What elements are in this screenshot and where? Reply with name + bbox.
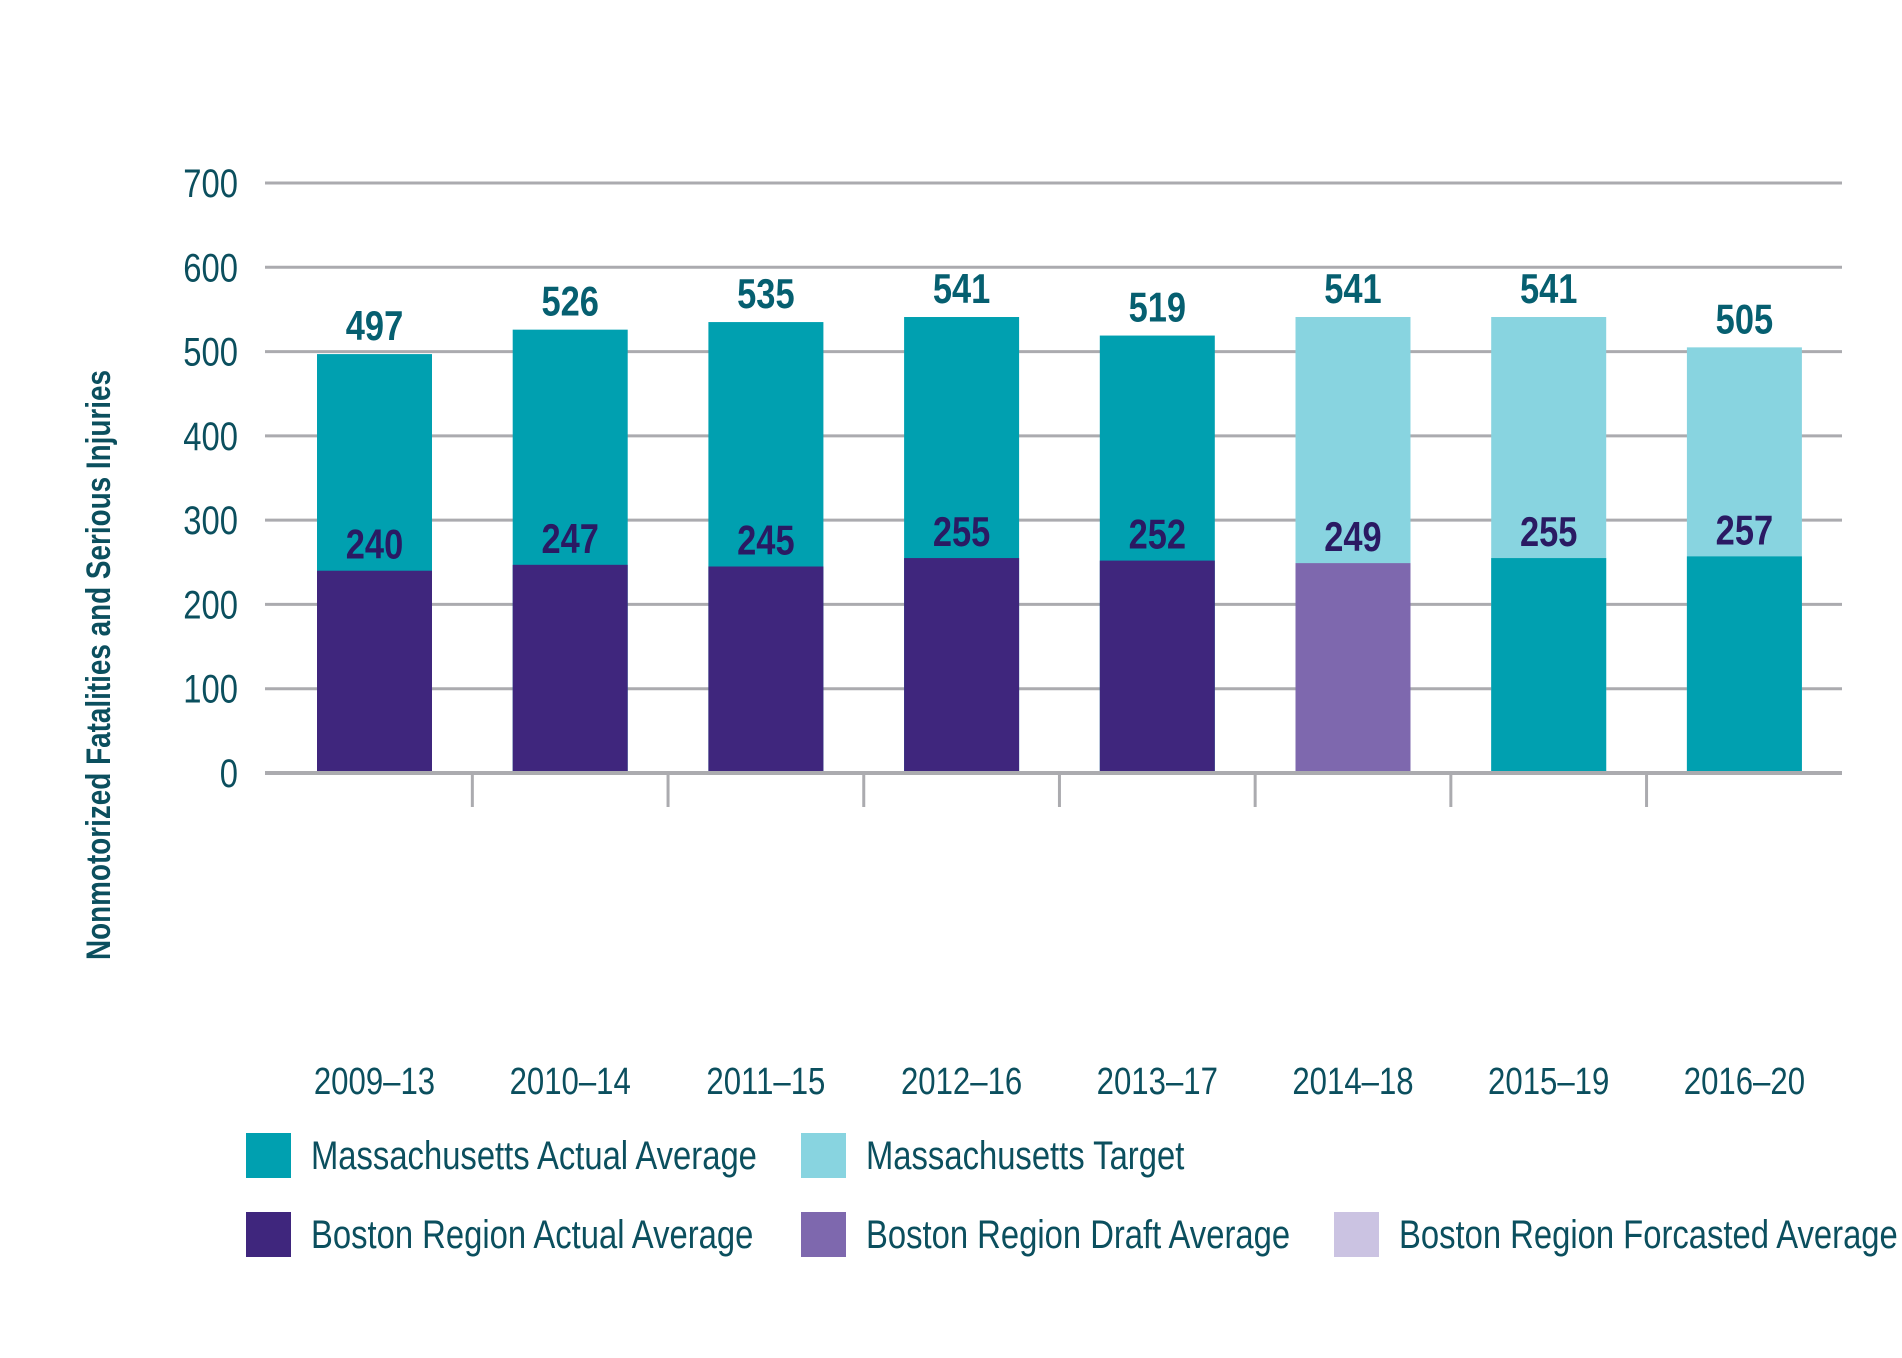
y-axis-label: Nonmotorized Fatalities and Serious Inju… bbox=[79, 370, 117, 960]
y-tick-label: 600 bbox=[183, 245, 238, 290]
y-axis-ticks: 0 100 200 300 400 500 600 700 bbox=[183, 161, 238, 796]
data-label-boston-region: 255 bbox=[1520, 509, 1577, 556]
legend-label: Massachusetts Actual Average bbox=[311, 1133, 757, 1178]
data-label-boston-region: 249 bbox=[1324, 514, 1381, 561]
y-tick-label: 200 bbox=[183, 582, 238, 627]
x-tick-label: 2016–20 bbox=[1684, 1061, 1805, 1103]
x-tick-label: 2014–18 bbox=[1292, 1061, 1413, 1103]
x-tick-label: 2012–16 bbox=[901, 1061, 1022, 1103]
data-label-boston-region: 240 bbox=[346, 522, 403, 569]
bar-boston-region-2010–14 bbox=[512, 564, 628, 773]
legend-label: Massachusetts Target bbox=[866, 1133, 1184, 1178]
bar-boston-region-2015–19 bbox=[1491, 558, 1607, 773]
x-axis: 2009–13 2010–14 2011–15 2012–16 2013–17 2014–… bbox=[265, 771, 1842, 1103]
data-label-boston-region: 257 bbox=[1716, 507, 1773, 554]
y-tick-label: 500 bbox=[183, 329, 238, 374]
data-label-boston-region: 252 bbox=[1129, 511, 1186, 558]
y-tick-label: 300 bbox=[183, 498, 238, 543]
data-label-massachusetts: 535 bbox=[737, 271, 794, 318]
legend-swatch bbox=[801, 1133, 846, 1178]
x-tick-label: 2009–13 bbox=[314, 1061, 435, 1103]
y-tick-label: 100 bbox=[183, 667, 238, 712]
bar-boston-region-2013–17 bbox=[1099, 560, 1215, 773]
data-label-massachusetts: 541 bbox=[1520, 266, 1577, 313]
x-tick-label: 2013–17 bbox=[1097, 1061, 1218, 1103]
legend-label: Boston Region Draft Average bbox=[866, 1212, 1290, 1257]
legend-swatch bbox=[246, 1133, 291, 1178]
x-tick-label: 2015–19 bbox=[1488, 1061, 1609, 1103]
y-tick-label: 400 bbox=[183, 414, 238, 459]
legend-swatch bbox=[801, 1212, 846, 1257]
legend-label: Boston Region Forcasted Average bbox=[1399, 1212, 1898, 1257]
legend-swatch bbox=[246, 1212, 291, 1257]
legend-swatch bbox=[1334, 1212, 1379, 1257]
bar-boston-region-2014–18 bbox=[1295, 563, 1411, 773]
data-label-massachusetts: 541 bbox=[933, 266, 990, 313]
bar-boston-region-2012–16 bbox=[904, 558, 1020, 773]
data-label-boston-region: 247 bbox=[541, 516, 598, 563]
bar-boston-region-2009–13 bbox=[317, 570, 432, 773]
data-label-massachusetts: 505 bbox=[1716, 296, 1773, 343]
x-tick-label: 2010–14 bbox=[510, 1061, 631, 1103]
y-tick-label: 700 bbox=[183, 161, 238, 206]
data-label-boston-region: 255 bbox=[933, 509, 990, 556]
bar-boston-region-2016–20 bbox=[1686, 556, 1802, 773]
x-tick-label: 2011–15 bbox=[706, 1061, 825, 1103]
bar-boston-region-2011–15 bbox=[708, 566, 824, 773]
data-label-massachusetts: 526 bbox=[541, 278, 598, 325]
legend: Massachusetts Actual Average Massachusett… bbox=[246, 1133, 1898, 1257]
data-label-massachusetts: 519 bbox=[1129, 284, 1186, 331]
data-label-boston-region: 245 bbox=[737, 517, 794, 564]
data-label-massachusetts: 541 bbox=[1324, 266, 1381, 313]
legend-label: Boston Region Actual Average bbox=[311, 1212, 753, 1257]
data-label-massachusetts: 497 bbox=[346, 303, 403, 350]
bars: 497 240 526 247 535 245 541 255 519 252 541 249 541 2… bbox=[317, 266, 1802, 773]
y-tick-label: 0 bbox=[220, 751, 238, 796]
